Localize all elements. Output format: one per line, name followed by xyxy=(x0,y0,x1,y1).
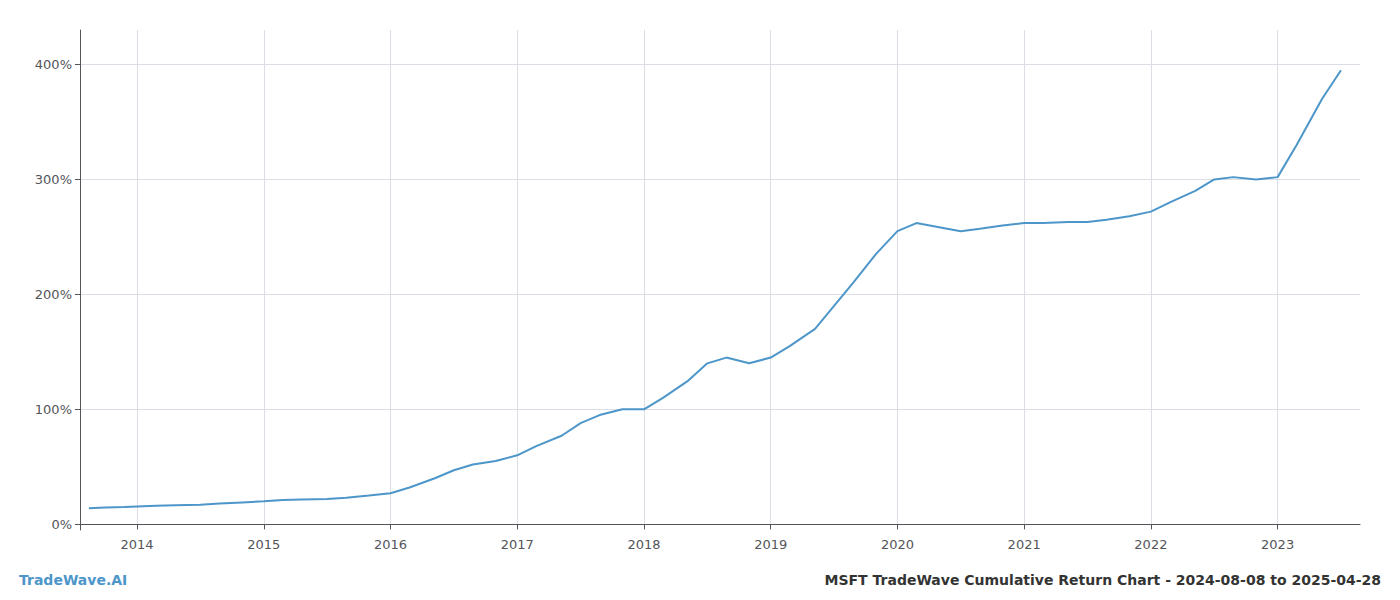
svg-text:2017: 2017 xyxy=(501,537,534,552)
svg-text:200%: 200% xyxy=(35,287,72,302)
svg-text:TradeWave.AI: TradeWave.AI xyxy=(19,572,127,588)
svg-text:2015: 2015 xyxy=(247,537,280,552)
svg-text:2014: 2014 xyxy=(120,537,153,552)
svg-text:2019: 2019 xyxy=(754,537,787,552)
svg-text:2020: 2020 xyxy=(881,537,914,552)
svg-text:100%: 100% xyxy=(35,402,72,417)
svg-text:2022: 2022 xyxy=(1134,537,1167,552)
svg-text:2023: 2023 xyxy=(1261,537,1294,552)
svg-text:2018: 2018 xyxy=(627,537,660,552)
svg-text:2021: 2021 xyxy=(1008,537,1041,552)
svg-text:0%: 0% xyxy=(51,517,72,532)
svg-text:400%: 400% xyxy=(35,57,72,72)
svg-text:MSFT TradeWave Cumulative Retu: MSFT TradeWave Cumulative Return Chart -… xyxy=(825,572,1381,588)
svg-text:300%: 300% xyxy=(35,172,72,187)
svg-text:2016: 2016 xyxy=(374,537,407,552)
